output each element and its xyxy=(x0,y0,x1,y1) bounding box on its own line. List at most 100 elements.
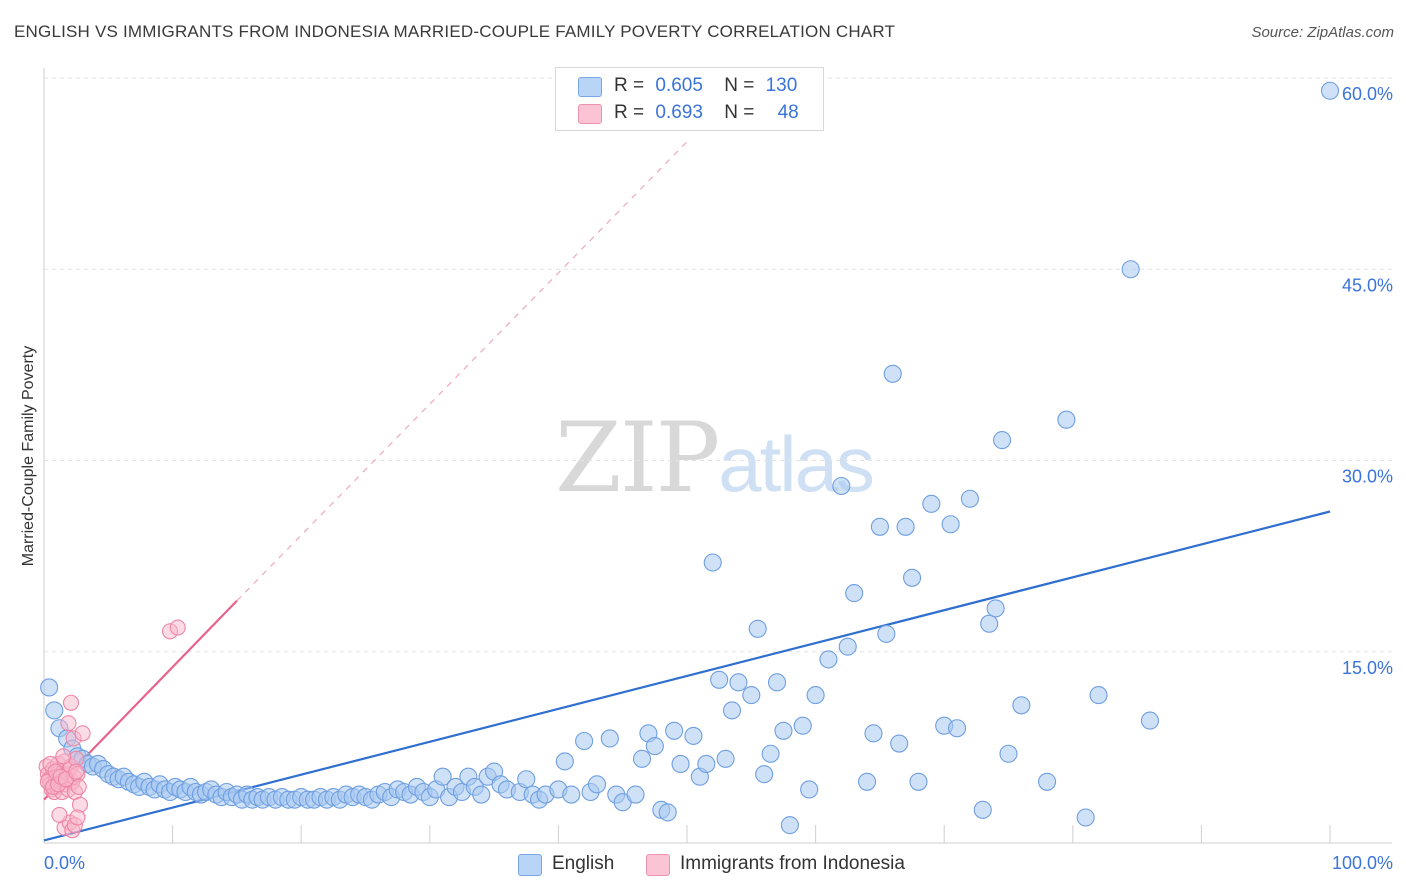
english-point xyxy=(960,489,979,508)
english-point xyxy=(684,726,703,745)
english-point xyxy=(832,476,851,496)
indonesia-point xyxy=(60,715,77,732)
indonesia-point xyxy=(169,619,186,636)
english-point xyxy=(857,772,877,791)
english-point xyxy=(800,780,819,799)
english-point xyxy=(986,599,1005,618)
english-point xyxy=(517,770,536,789)
english-point xyxy=(1089,686,1108,705)
y-tick-label: 15.0% xyxy=(1342,658,1393,678)
english-point xyxy=(697,754,716,774)
n-value: 130 xyxy=(765,75,798,96)
english-point xyxy=(948,719,967,738)
indonesia-point xyxy=(55,748,72,765)
indonesia-legend-label: Immigrants from Indonesia xyxy=(680,853,905,874)
english-point xyxy=(902,568,922,587)
english-point xyxy=(890,734,909,753)
english-point xyxy=(710,670,729,689)
english-point xyxy=(973,800,992,819)
english-point xyxy=(838,637,857,656)
chart-title: ENGLISH VS IMMIGRANTS FROM INDONESIA MAR… xyxy=(14,22,896,41)
english-point xyxy=(999,744,1018,763)
english-trend-line xyxy=(43,510,1331,842)
english-point xyxy=(472,785,491,804)
english-point xyxy=(941,515,960,534)
r-label: R = xyxy=(614,75,645,96)
english-point xyxy=(716,749,735,768)
x-tick-label: 100.0% xyxy=(1332,853,1393,873)
english-point xyxy=(755,765,774,784)
english-point xyxy=(742,686,761,705)
indonesia-point xyxy=(70,778,87,795)
x-tick-label: 0.0% xyxy=(44,853,85,873)
watermark-zip: ZIP xyxy=(555,402,720,514)
english-point xyxy=(845,584,864,603)
english-point xyxy=(774,721,793,740)
axis-layer xyxy=(43,68,1392,844)
n-label: N = xyxy=(724,75,755,96)
english-point xyxy=(993,431,1012,450)
watermark-atlas: atlas xyxy=(718,420,875,508)
english-point xyxy=(555,752,574,771)
indonesia-point xyxy=(51,806,68,824)
english-point xyxy=(767,673,787,692)
n-value: 48 xyxy=(777,102,799,123)
indonesia-trend-extension xyxy=(236,141,688,602)
english-point xyxy=(1076,808,1095,827)
english-point xyxy=(645,737,664,756)
indonesia-point xyxy=(69,809,86,826)
english-point xyxy=(896,517,915,536)
stats-legend: R = 0.605 N = 130 R = 0.693 N = 48 xyxy=(555,67,824,131)
english-point xyxy=(1140,711,1160,730)
indonesia-point xyxy=(62,694,80,711)
source-label: Source: ZipAtlas.com xyxy=(1251,24,1394,41)
english-point xyxy=(729,673,748,692)
english-point xyxy=(40,678,59,697)
indonesia-point xyxy=(68,763,85,780)
indonesia-point xyxy=(74,725,91,742)
english-point xyxy=(722,701,742,720)
indonesia-legend-swatch xyxy=(646,854,670,876)
english-point xyxy=(980,614,999,633)
english-point xyxy=(1121,260,1140,279)
english-point xyxy=(703,553,722,572)
english-point xyxy=(562,785,581,804)
english-point xyxy=(864,724,883,743)
english-swatch xyxy=(578,77,602,97)
english-point xyxy=(780,816,799,835)
indonesia-swatch xyxy=(578,104,602,124)
r-value: 0.605 xyxy=(655,75,703,96)
legend-text-indonesia: R = 0.693 N = 48 xyxy=(614,102,799,124)
english-legend-swatch xyxy=(518,854,542,876)
english-point xyxy=(600,729,619,748)
y-tick-label: 45.0% xyxy=(1342,275,1393,295)
english-point xyxy=(883,364,902,383)
y-tick-label: 60.0% xyxy=(1342,84,1393,104)
english-point xyxy=(1320,81,1340,100)
english-point xyxy=(761,744,780,763)
english-point xyxy=(1038,772,1057,791)
tick-label-layer: 15.0% 30.0% 45.0% 60.0% 0.0% 100.0% xyxy=(44,84,1393,873)
english-point xyxy=(671,754,690,774)
english-point xyxy=(909,772,928,791)
watermark: ZIPatlas xyxy=(555,402,875,514)
n-label: N = xyxy=(724,102,755,123)
english-point xyxy=(806,686,825,705)
y-tick-label: 30.0% xyxy=(1342,467,1393,487)
english-point xyxy=(587,775,607,794)
english-point xyxy=(793,716,812,735)
english-point xyxy=(665,721,684,740)
english-point xyxy=(626,785,645,804)
english-point xyxy=(433,767,452,786)
english-legend-label: English xyxy=(552,853,615,874)
legend-text-english: R = 0.605 N = 130 xyxy=(614,75,797,97)
r-value: 0.693 xyxy=(655,102,703,123)
english-point xyxy=(632,749,652,768)
points-layer xyxy=(38,81,1340,839)
english-point xyxy=(575,731,594,751)
english-point xyxy=(1057,410,1076,429)
english-point xyxy=(748,619,767,638)
english-point xyxy=(870,517,889,536)
english-point xyxy=(658,803,677,822)
